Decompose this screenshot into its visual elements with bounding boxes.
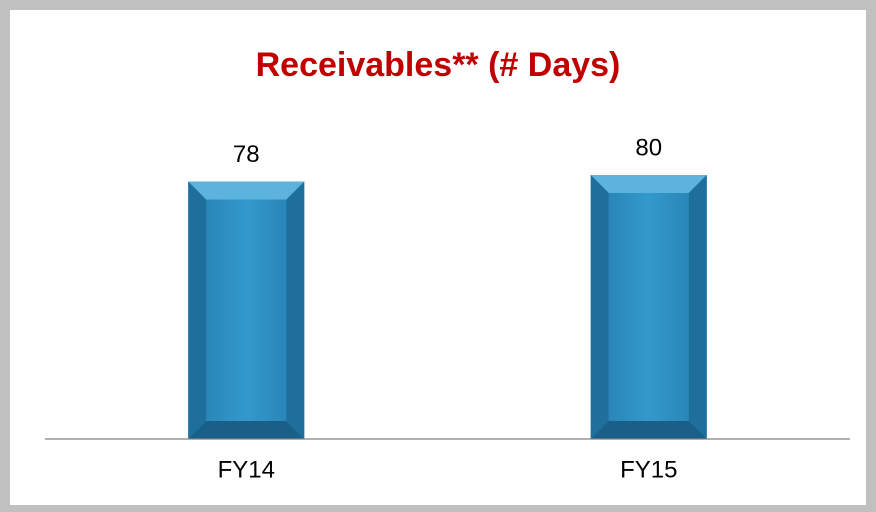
- bar-face: [608, 193, 689, 421]
- bar-bevel: [286, 181, 305, 439]
- bar-bevel: [188, 421, 305, 439]
- bar-face: [206, 199, 287, 421]
- x-tick-label: FY14: [218, 456, 275, 483]
- bar-bevel: [590, 175, 707, 193]
- bar-bevel: [590, 421, 707, 439]
- bar-bevel: [188, 181, 305, 200]
- x-tick-label: FY15: [620, 456, 677, 483]
- value-label: 78: [233, 141, 260, 168]
- bar-bevel: [590, 175, 609, 439]
- chart-title: Receivables** (# Days): [256, 46, 621, 84]
- value-label: 80: [635, 134, 662, 161]
- bar-bevel: [688, 175, 707, 439]
- bar-bevel: [188, 181, 207, 439]
- panel: [10, 10, 866, 505]
